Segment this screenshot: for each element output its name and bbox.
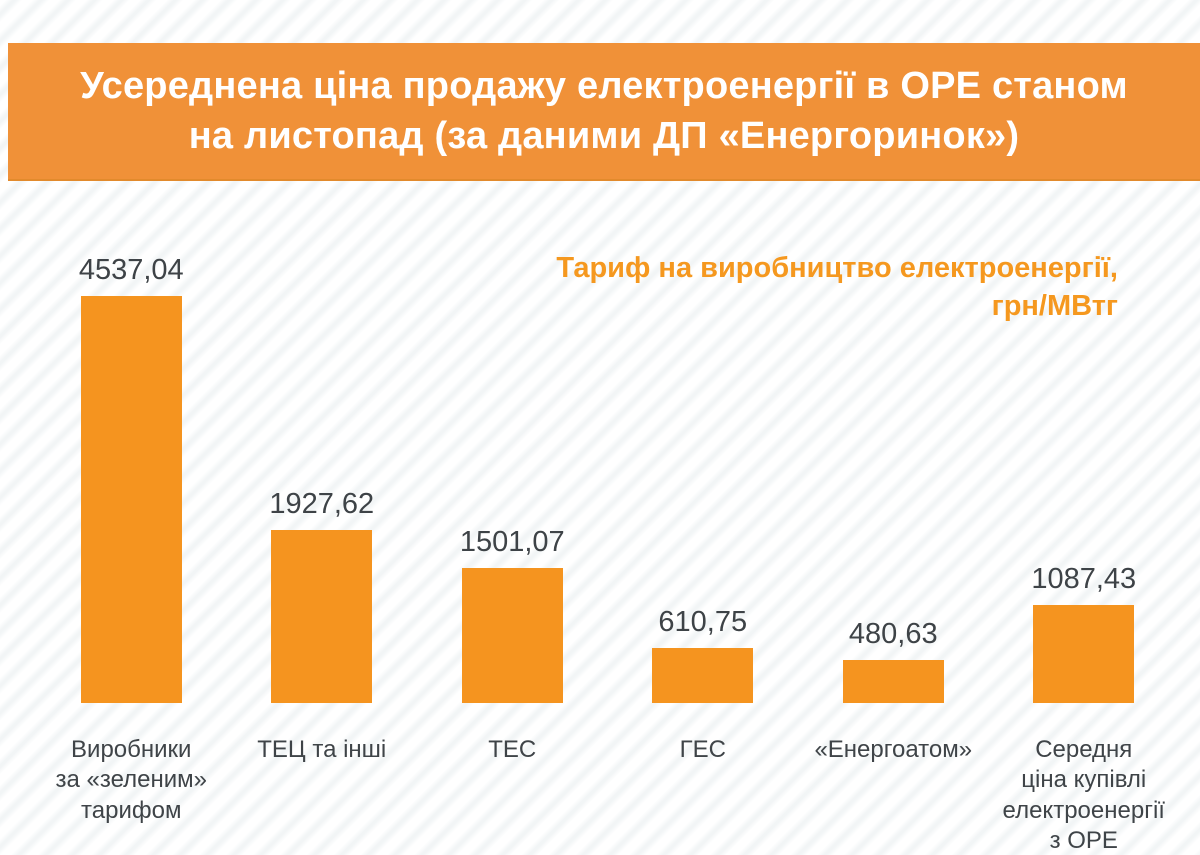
bar-value-label: 610,75: [658, 606, 748, 638]
bar-value-label: 1927,62: [269, 488, 375, 520]
bar: [271, 530, 373, 703]
bar: [461, 568, 563, 703]
bar: [842, 660, 944, 703]
category-labels-row: Виробники за «зеленим» тарифом ТЕЦ та інш…: [36, 735, 1179, 855]
bar-value-label: 1501,07: [459, 526, 565, 558]
bar-column: 1501,07: [417, 240, 608, 703]
bar-column: 1087,43: [989, 240, 1180, 703]
bar-column: 1927,62: [227, 240, 418, 703]
bar: [80, 296, 182, 703]
bar-column: 4537,04: [36, 240, 227, 703]
bar-value-label: 1087,43: [1031, 563, 1137, 595]
bar-category-label: ГЕС: [679, 736, 726, 763]
bar-category-label: «Енергоатом»: [814, 736, 973, 763]
bar-column: 610,75: [608, 240, 799, 703]
chart-axis-caption: Тариф на виробництво електроенергії, грн…: [556, 252, 1118, 322]
bar-value-label: 4537,04: [78, 254, 184, 286]
bar-category-label: ТЕЦ та інші: [257, 736, 387, 763]
bar-category-label: Виробники за «зеленим» тарифом: [55, 736, 207, 824]
page-title: Усереднена ціна продажу електроенергії в…: [80, 64, 1128, 157]
bar-value-label: 480,63: [848, 618, 938, 650]
bar: [1033, 605, 1135, 703]
bar-category-label: ТЕС: [488, 736, 537, 763]
bar: [652, 648, 754, 703]
bar-column: 480,63: [798, 240, 989, 703]
bar-category-label: Середня ціна купівлі електроенергії з ОР…: [1002, 736, 1165, 855]
bar-chart: 4537,04 1927,62 1501,07 610,75 480,63 1087,43: [36, 240, 1179, 703]
title-banner: Усереднена ціна продажу електроенергії в…: [8, 43, 1200, 181]
